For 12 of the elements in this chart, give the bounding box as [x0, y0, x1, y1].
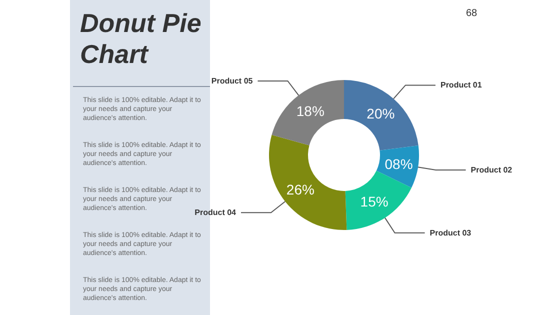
- slice-label: Product 05: [211, 76, 254, 86]
- text: 68: [466, 8, 478, 19]
- data-label: 20%: [366, 105, 395, 122]
- data-label: 18%: [296, 102, 324, 119]
- slice-label: Product 04: [194, 208, 237, 218]
- slice-label: Product 01: [440, 80, 482, 90]
- data-label: 08%: [384, 156, 413, 172]
- slice-label: Product 02: [470, 166, 513, 175]
- chart-title: Donut Pie Chart: [80, 8, 202, 70]
- data-label: 15%: [360, 193, 388, 210]
- slice-label: Product 03: [430, 228, 472, 238]
- data-label: 26%: [286, 181, 314, 198]
